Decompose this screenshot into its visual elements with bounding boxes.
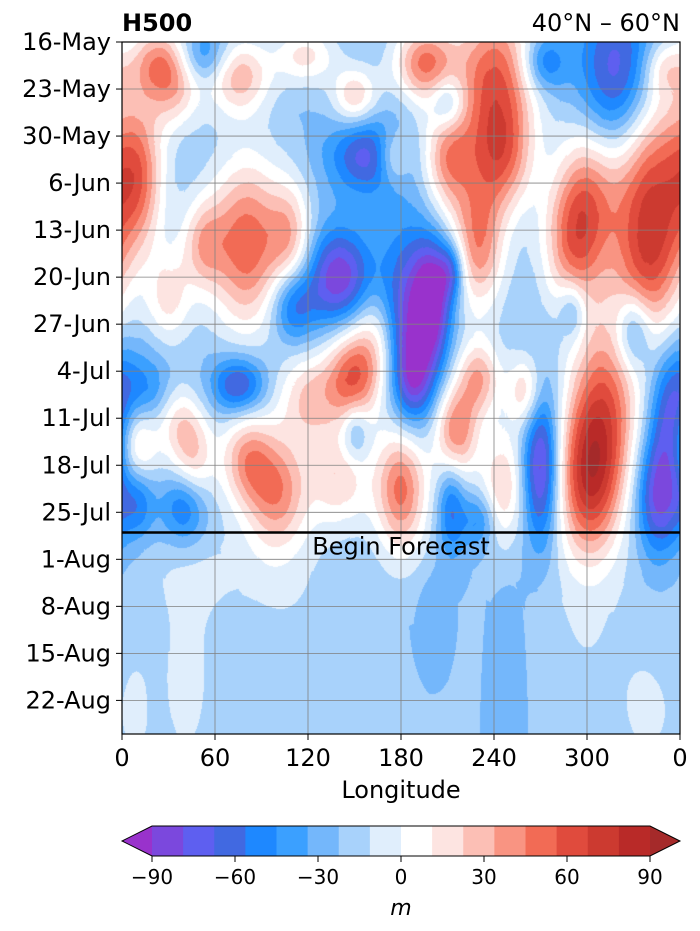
colorbar: −90 −60 −30 0 30 60 90 [120, 825, 682, 889]
x-tick-label: 240 [471, 744, 517, 772]
colorbar-bin [183, 826, 215, 856]
colorbar-bin [587, 826, 620, 856]
forecast-label: Begin Forecast [312, 532, 490, 560]
x-tick-label: 180 [378, 744, 424, 772]
y-tick-label: 13-Jun [33, 216, 111, 244]
y-axis-ticks: 16-May 23-May 30-May 6-Jun 13-Jun 20-Jun 27-Ju… [22, 28, 122, 714]
colorbar-tick-label: 30 [471, 865, 496, 889]
colorbar-bin [369, 826, 402, 856]
colorbar-bin [276, 826, 309, 856]
colorbar-bin [463, 826, 495, 856]
x-tick-label: 0 [114, 744, 129, 772]
colorbar-label: m [390, 896, 411, 921]
x-tick-label: 120 [285, 744, 331, 772]
colorbar-tick-label: −90 [131, 865, 173, 889]
colorbar-tick-label: 0 [395, 865, 408, 889]
chart-title-right: 40°N – 60°N [532, 9, 680, 37]
colorbar-bin [525, 826, 558, 856]
y-tick-label: 18-Jul [42, 451, 112, 479]
colorbar-bin [152, 826, 184, 856]
y-tick-label: 6-Jun [48, 169, 111, 197]
colorbar-tick-label: −30 [297, 865, 339, 889]
colorbar-extend-min [122, 826, 152, 856]
x-tick-label: 60 [200, 744, 231, 772]
grid-lines [121, 41, 681, 734]
chart-title-left: H500 [122, 9, 192, 37]
colorbar-bin [494, 826, 527, 856]
y-tick-label: 15-Aug [25, 639, 111, 667]
x-axis-ticks: 0 60 120 180 240 300 0 [114, 734, 688, 772]
colorbar-tick-label: −60 [214, 865, 256, 889]
y-tick-label: 8-Aug [41, 592, 111, 620]
colorbar-extend-max [650, 826, 680, 856]
colorbar-tick-label: 60 [554, 865, 579, 889]
colorbar-bin [338, 826, 371, 856]
y-tick-label: 16-May [22, 28, 111, 56]
x-tick-label: 0 [672, 744, 687, 772]
colorbar-tick-label: 90 [637, 865, 662, 889]
colorbar-bin [401, 826, 433, 856]
x-axis-label: Longitude [341, 776, 460, 804]
colorbar-bin [307, 826, 340, 856]
y-tick-label: 1-Aug [41, 545, 111, 573]
colorbar-bin [556, 826, 589, 856]
colorbar-bin [214, 826, 246, 856]
y-tick-label: 27-Jun [33, 310, 111, 338]
colorbar-bin [618, 826, 651, 856]
y-tick-label: 22-Aug [25, 686, 111, 714]
y-tick-label: 25-Jul [42, 498, 112, 526]
y-tick-label: 23-May [22, 75, 111, 103]
colorbar-bin [432, 826, 464, 856]
y-tick-label: 4-Jul [57, 357, 111, 385]
y-tick-label: 11-Jul [42, 404, 112, 432]
y-tick-label: 30-May [22, 122, 111, 150]
x-tick-label: 300 [564, 744, 610, 772]
colorbar-bin [245, 826, 278, 856]
y-tick-label: 20-Jun [33, 263, 111, 291]
